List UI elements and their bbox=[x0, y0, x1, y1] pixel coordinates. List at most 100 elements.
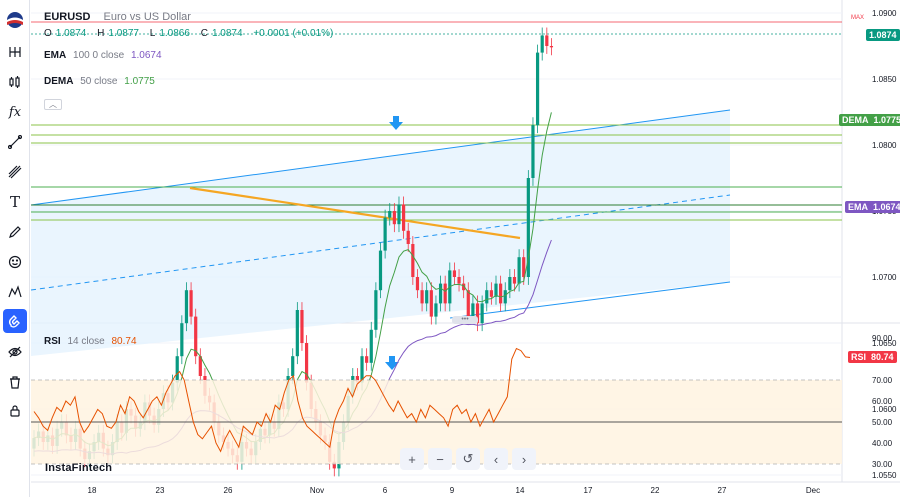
channel-lower-line bbox=[449, 281, 731, 319]
candle-body bbox=[549, 46, 554, 48]
pitchfork-icon[interactable] bbox=[3, 40, 27, 64]
ema-price-tag: EMA 1.0674 bbox=[845, 201, 900, 213]
candle-body bbox=[295, 310, 299, 357]
candle-body bbox=[438, 283, 443, 304]
symbol-legend: EURUSD Euro vs US Dollar bbox=[44, 11, 195, 23]
channel-upper-line bbox=[30, 109, 731, 206]
dema-name: DEMA bbox=[44, 76, 74, 87]
candle-body bbox=[512, 277, 517, 284]
change-value: +0.0001 (+0.01%) bbox=[253, 28, 334, 39]
symbol-ticker[interactable]: EURUSD bbox=[44, 11, 91, 23]
last-price-tag: 1.0874 bbox=[866, 29, 900, 41]
scroll-right-button[interactable]: › bbox=[512, 448, 536, 470]
chart-navigation: + − ↺ ‹ › bbox=[400, 448, 536, 470]
patterns-icon[interactable] bbox=[3, 280, 27, 304]
price-axis-label: 1.0800 bbox=[872, 141, 897, 150]
candle-body bbox=[300, 310, 304, 343]
dema-price-tag: DEMA 1.0775 bbox=[839, 114, 900, 126]
candle-body bbox=[180, 323, 184, 357]
rsi-axis-label: 50.00 bbox=[872, 418, 893, 427]
candle-body bbox=[355, 376, 359, 383]
lock-icon[interactable] bbox=[3, 399, 27, 423]
reset-chart-button[interactable]: ↺ bbox=[456, 448, 480, 470]
dema-legend[interactable]: DEMA 50 close 1.0775 bbox=[44, 76, 159, 87]
emoji-icon[interactable] bbox=[3, 250, 27, 274]
ema-params: 100 0 close bbox=[73, 50, 125, 61]
rsi-axis-label: 70.00 bbox=[872, 376, 893, 385]
candle-body bbox=[189, 290, 193, 317]
rsi-axis-label: 40.00 bbox=[872, 439, 893, 448]
delete-drawings-icon[interactable] bbox=[3, 370, 27, 394]
text-tool-icon[interactable]: T bbox=[9, 193, 20, 211]
time-axis-label: 17 bbox=[584, 486, 593, 495]
rsi-axis-label: 60.00 bbox=[872, 397, 893, 406]
arrow-marker-rsi bbox=[385, 356, 399, 370]
candles-icon[interactable] bbox=[3, 70, 27, 94]
price-axis-label: 1.0900 bbox=[872, 9, 897, 18]
candle-body bbox=[485, 290, 489, 304]
high-label: H bbox=[97, 28, 105, 39]
time-axis-label: 26 bbox=[224, 486, 233, 495]
symbol-description: Euro vs US Dollar bbox=[103, 11, 191, 23]
candle-body bbox=[452, 270, 457, 277]
candle-body bbox=[383, 217, 387, 251]
candle-body bbox=[291, 356, 295, 376]
scroll-left-button[interactable]: ‹ bbox=[484, 448, 508, 470]
rsi-params: 14 close bbox=[67, 336, 105, 347]
magnet-icon[interactable] bbox=[3, 309, 27, 333]
brand-watermark: InstaFintech bbox=[45, 462, 113, 474]
pane-resize-handle[interactable]: ••• bbox=[452, 316, 478, 324]
zoom-in-button[interactable]: + bbox=[400, 448, 424, 470]
candle-body bbox=[420, 290, 424, 304]
candle-body bbox=[489, 290, 493, 297]
dema-params: 50 close bbox=[80, 76, 118, 87]
ohlc-legend: O 1.0874 H 1.0877 L 1.0866 C 1.0874 +0.0001 … bbox=[44, 28, 337, 39]
candle-body bbox=[388, 211, 392, 218]
candle-body bbox=[365, 356, 369, 363]
time-axis-label: 27 bbox=[718, 486, 727, 495]
rsi-axis-label: 90.00 bbox=[872, 334, 893, 343]
hide-drawings-icon[interactable] bbox=[3, 340, 27, 364]
candle-body bbox=[411, 244, 415, 277]
price-axis-label: 1.0700 bbox=[872, 273, 897, 282]
time-axis-label: Nov bbox=[310, 486, 324, 495]
open-label: O bbox=[44, 28, 52, 39]
trend-line bbox=[189, 186, 521, 240]
candle-body bbox=[429, 290, 433, 317]
collapse-legend-button[interactable]: ︿ bbox=[44, 99, 62, 110]
rsi-legend[interactable]: RSI 14 close 80.74 bbox=[44, 336, 141, 347]
candle-body bbox=[392, 211, 396, 225]
candle-body bbox=[332, 461, 336, 469]
flag-logo-icon bbox=[3, 8, 27, 32]
candle-body bbox=[540, 35, 544, 53]
price-axis-label: 1.0650 bbox=[872, 339, 897, 348]
candle-body bbox=[545, 35, 549, 46]
fib-tool-icon[interactable] bbox=[3, 160, 27, 184]
candle-body bbox=[531, 125, 535, 178]
rsi-name: RSI bbox=[44, 336, 61, 347]
chart-canvas[interactable]: 1.09001.08501.08001.07501.07001.06501.06… bbox=[30, 0, 900, 497]
dema-tag-label: DEMA bbox=[842, 115, 869, 125]
candle-body bbox=[517, 257, 521, 284]
rsi-line bbox=[33, 347, 531, 453]
candle-body bbox=[462, 283, 466, 291]
candle-body bbox=[434, 303, 438, 317]
ema-legend[interactable]: EMA 100 0 close 1.0674 bbox=[44, 50, 166, 61]
candle-body bbox=[471, 303, 475, 317]
low-value: 1.0866 bbox=[159, 28, 190, 39]
candle-body bbox=[360, 356, 364, 383]
candle-body bbox=[535, 52, 540, 126]
brush-icon[interactable] bbox=[3, 220, 27, 244]
ema-value: 1.0674 bbox=[130, 50, 162, 61]
fx-indicator-icon[interactable]: fx bbox=[8, 104, 22, 120]
candle-body bbox=[466, 290, 470, 317]
time-axis-label: 18 bbox=[88, 486, 97, 495]
trend-line-icon[interactable] bbox=[3, 130, 27, 154]
drawing-toolbar: fx T bbox=[0, 0, 30, 497]
time-axis-label: 23 bbox=[156, 486, 165, 495]
channel-fill bbox=[31, 110, 730, 356]
time-axis-label: Dec bbox=[806, 486, 820, 495]
candle-body bbox=[175, 356, 179, 383]
price-axis-label: 1.0550 bbox=[872, 471, 897, 480]
zoom-out-button[interactable]: − bbox=[428, 448, 452, 470]
